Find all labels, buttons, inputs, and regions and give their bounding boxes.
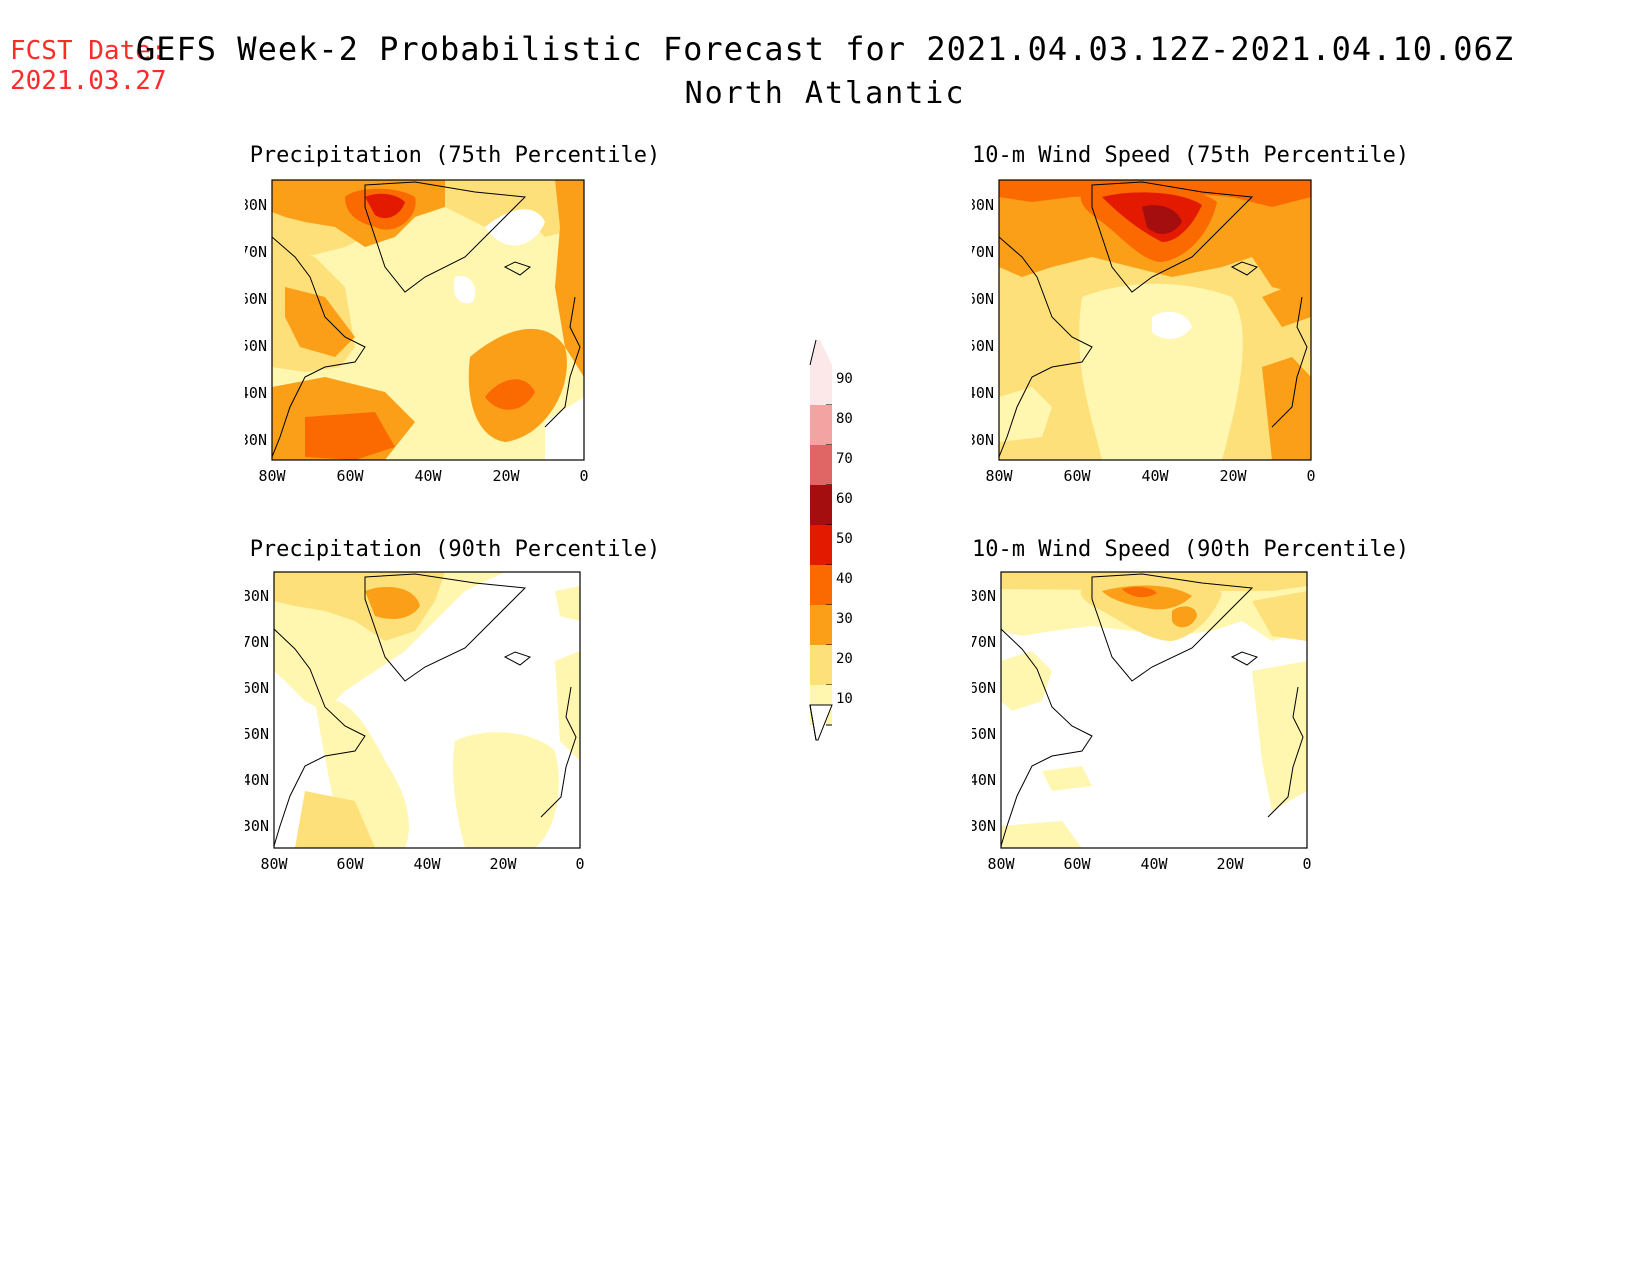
- lon-label: 80W: [987, 855, 1015, 873]
- fcst-date: FCST Date: 2021.03.27: [10, 36, 167, 96]
- colorbar-swatch: [810, 525, 832, 565]
- lat-label: 80N: [972, 587, 996, 605]
- lon-label: 40W: [413, 855, 441, 873]
- lon-label: 40W: [414, 467, 442, 485]
- lon-label: 80W: [260, 855, 288, 873]
- lon-label: 80W: [258, 467, 286, 485]
- fcst-date-label: FCST Date:: [10, 36, 167, 66]
- lon-axis: 80W 60W 40W 20W 0: [985, 467, 1315, 485]
- map-wind-90: 80N 70N 60N 50N 40N 30N 80W 60W 40W 20W …: [972, 571, 1312, 873]
- lon-axis: 80W 60W 40W 20W 0: [260, 855, 584, 873]
- colorbar-swatch: [810, 405, 832, 445]
- lon-label: 20W: [1219, 467, 1247, 485]
- colorbar-swatches: [810, 365, 832, 726]
- lat-label: 50N: [972, 725, 996, 743]
- map-wind-75: 80N 70N 60N 50N 40N 30N 80W 60W 40W 20W …: [972, 179, 1316, 485]
- lon-label: 60W: [336, 855, 364, 873]
- colorbar-swatch: [810, 645, 832, 685]
- colorbar-labels: 90 80 70 60 50 40 30 20 10: [836, 371, 853, 707]
- lon-label: 20W: [492, 467, 520, 485]
- lat-label: 60N: [972, 679, 996, 697]
- panel-title: 10-m Wind Speed (75th Percentile): [972, 143, 1410, 168]
- colorbar-swatch: [810, 565, 832, 605]
- lat-label: 80N: [245, 587, 269, 605]
- panel-wind-90: 10-m Wind Speed (90th Percentile) 80N 70…: [972, 537, 1410, 917]
- colorbar-label: 60: [836, 491, 853, 507]
- panel-precip-75: Precipitation (75th Percentile): [245, 143, 665, 523]
- panel-precip-90: Precipitation (90th Percentile) 80N 70N …: [245, 537, 665, 917]
- colorbar-label: 30: [836, 611, 853, 627]
- colorbar-label: 50: [836, 531, 853, 547]
- lon-label: 60W: [336, 467, 364, 485]
- lon-label: 40W: [1140, 855, 1168, 873]
- lat-label: 40N: [245, 384, 267, 402]
- colorbar-label: 90: [836, 371, 853, 387]
- lat-label: 70N: [972, 243, 994, 261]
- panel-title: 10-m Wind Speed (90th Percentile): [972, 537, 1410, 562]
- lat-axis: 80N 70N 60N 50N 40N 30N: [972, 196, 994, 449]
- lat-label: 40N: [245, 771, 269, 789]
- colorbar: 90 80 70 60 50 40 30 20 10: [809, 339, 853, 741]
- panel-title: Precipitation (75th Percentile): [249, 143, 661, 168]
- map-precip-75: 80N 70N 60N 50N 40N 30N 80W 60W 40W 20W …: [245, 179, 589, 485]
- colorbar-label: 70: [836, 451, 853, 467]
- panel-wind-75: 10-m Wind Speed (75th Percentile) 80N 70…: [972, 143, 1410, 523]
- lat-label: 80N: [245, 196, 267, 214]
- lon-label: 0: [1306, 467, 1315, 485]
- colorbar-top-triangle: [810, 340, 832, 365]
- lat-label: 40N: [972, 384, 994, 402]
- lat-label: 30N: [245, 817, 269, 835]
- map-precip-90: 80N 70N 60N 50N 40N 30N 80W 60W 40W 20W …: [245, 571, 585, 873]
- lon-axis: 80W 60W 40W 20W 0: [258, 467, 588, 485]
- lat-label: 70N: [245, 633, 269, 651]
- colorbar-swatch: [810, 485, 832, 525]
- lat-label: 50N: [245, 725, 269, 743]
- colorbar-label: 10: [836, 691, 853, 707]
- lat-label: 70N: [245, 243, 267, 261]
- colorbar-label: 80: [836, 411, 853, 427]
- lon-label: 0: [575, 855, 584, 873]
- lat-label: 60N: [245, 679, 269, 697]
- lat-label: 30N: [972, 431, 994, 449]
- lon-label: 20W: [489, 855, 517, 873]
- lat-label: 60N: [245, 290, 267, 308]
- lat-label: 40N: [972, 771, 996, 789]
- lat-label: 50N: [972, 337, 994, 355]
- panel-title: Precipitation (90th Percentile): [249, 537, 661, 562]
- lon-label: 40W: [1141, 467, 1169, 485]
- lon-label: 20W: [1216, 855, 1244, 873]
- lat-label: 30N: [972, 817, 996, 835]
- lat-label: 80N: [972, 196, 994, 214]
- lon-label: 0: [579, 467, 588, 485]
- lat-label: 30N: [245, 431, 267, 449]
- lon-axis: 80W 60W 40W 20W 0: [987, 855, 1311, 873]
- colorbar-label: 20: [836, 651, 853, 667]
- colorbar-swatch: [810, 445, 832, 485]
- region-subtitle: North Atlantic: [684, 76, 966, 111]
- lon-label: 0: [1302, 855, 1311, 873]
- lat-label: 70N: [972, 633, 996, 651]
- fcst-date-value: 2021.03.27: [10, 66, 167, 96]
- colorbar-swatch: [810, 365, 832, 405]
- lat-axis: 80N 70N 60N 50N 40N 30N: [245, 587, 269, 835]
- lat-label: 50N: [245, 337, 267, 355]
- lon-label: 60W: [1063, 467, 1091, 485]
- lon-label: 80W: [985, 467, 1013, 485]
- lat-label: 60N: [972, 290, 994, 308]
- colorbar-label: 40: [836, 571, 853, 587]
- page-title: GEFS Week-2 Probabilistic Forecast for 2…: [135, 30, 1515, 68]
- lon-label: 60W: [1063, 855, 1091, 873]
- lat-axis: 80N 70N 60N 50N 40N 30N: [245, 196, 267, 449]
- colorbar-swatch: [810, 605, 832, 645]
- lat-axis: 80N 70N 60N 50N 40N 30N: [972, 587, 996, 835]
